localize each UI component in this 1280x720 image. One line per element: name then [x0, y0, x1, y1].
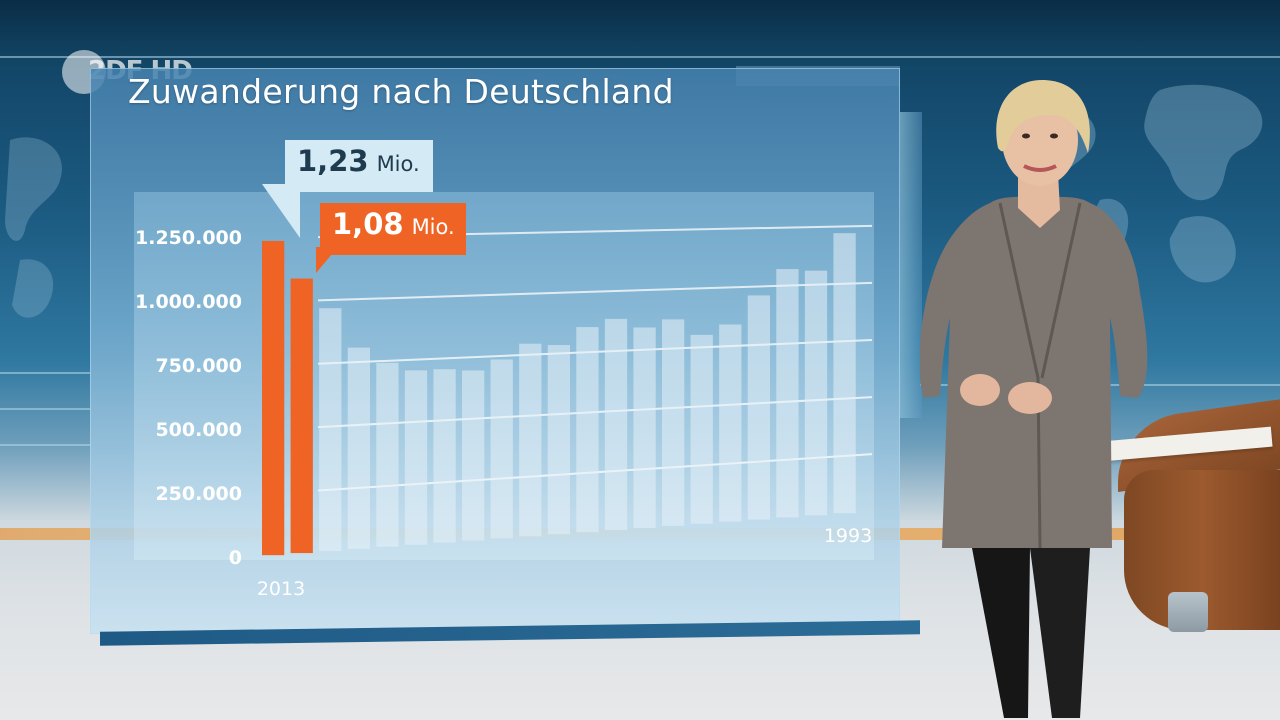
bar-2001: [604, 318, 628, 531]
callout-unit: Mio.: [411, 215, 455, 239]
bar-2011: [319, 308, 342, 551]
bar-1994: [804, 270, 828, 516]
bar-2012: [290, 278, 313, 554]
studio-light-stripe: [0, 408, 90, 410]
bar-2010: [347, 347, 370, 549]
studio-ceiling: [0, 0, 1280, 70]
bar-2007: [433, 369, 456, 543]
bar-1993: [833, 233, 856, 514]
bar-1998: [690, 334, 713, 524]
callout-2013-value: 1,23 Mio.: [285, 140, 433, 192]
y-tick-label: 0: [229, 547, 242, 569]
callout-unit: Mio.: [376, 152, 420, 176]
y-tick-label: 1.000.000: [135, 291, 242, 313]
bar-1999: [662, 319, 685, 526]
desk-stand: [1168, 592, 1208, 632]
bar-2004: [519, 343, 542, 537]
world-map-graphic: [5, 137, 62, 318]
studio-light-stripe: [0, 56, 1280, 58]
bar-2008: [404, 370, 428, 545]
bar-2013: [262, 240, 285, 556]
board-side-panel: [900, 112, 922, 418]
bar-2009: [376, 362, 399, 547]
studio-light-stripe: [0, 372, 90, 374]
bar-1996: [747, 295, 770, 520]
callout-number: 1,23: [297, 144, 369, 178]
y-tick-label: 1.250.000: [135, 227, 242, 249]
bar-1997: [719, 324, 742, 522]
studio-light-stripe: [0, 444, 90, 446]
x-tick-label: 2013: [257, 578, 305, 600]
presenter: [920, 80, 1148, 718]
bar-2002: [576, 327, 599, 533]
callout-number: 1,08: [332, 207, 404, 241]
callout-2012-value: 1,08 Mio.: [320, 203, 466, 255]
chart-title: Zuwanderung nach Deutschland: [128, 72, 674, 111]
callout-pointer: [262, 184, 300, 238]
y-tick-label: 750.000: [155, 355, 242, 377]
bar-1995: [776, 269, 799, 518]
bar-2006: [462, 370, 485, 541]
x-tick-label: 1993: [824, 525, 872, 547]
y-tick-label: 500.000: [155, 419, 242, 441]
bar-2003: [547, 345, 570, 535]
bar-2000: [633, 327, 656, 528]
bar-2005: [490, 359, 513, 539]
y-tick-label: 250.000: [155, 483, 242, 505]
